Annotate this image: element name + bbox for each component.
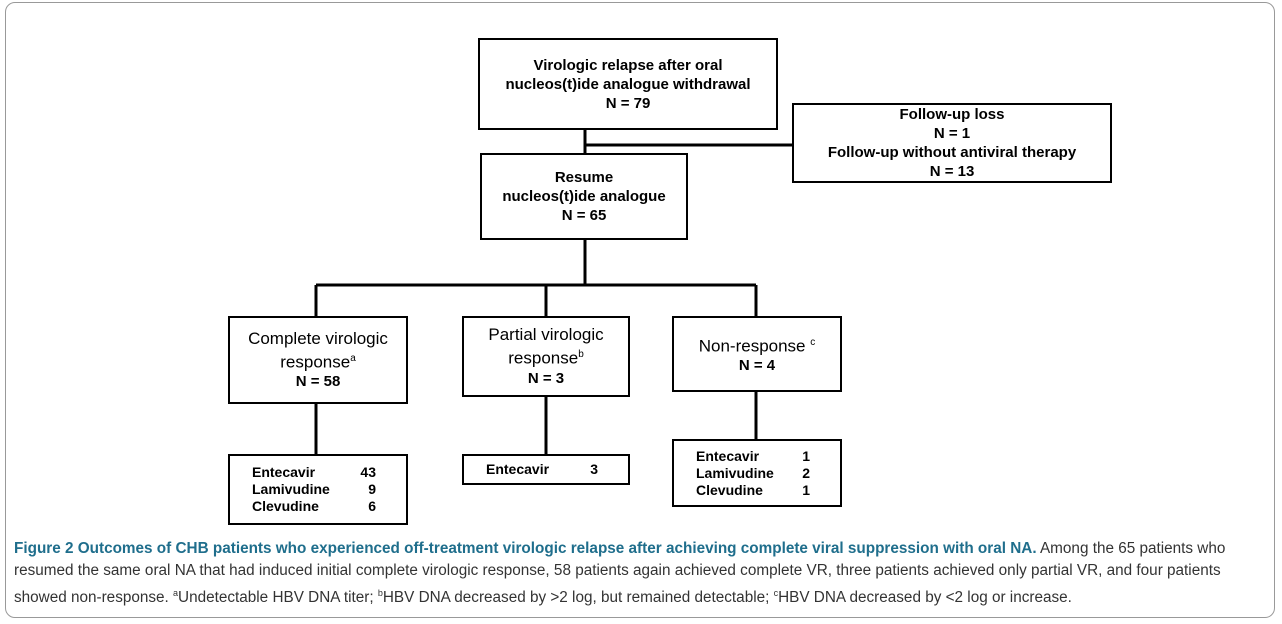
drug-name: Lamivudine [252,481,330,497]
drug-count: 1 [802,447,810,464]
footnote-mark: c [773,588,779,598]
box-text: N = 58 [295,373,341,391]
caption: Figure 2 Outcomes of CHB patients who ex… [14,538,1269,609]
non-response-box: Non-response c N = 4 [672,316,842,392]
box-text: Partial virologic [488,325,604,345]
footnote: Undetectable HBV DNA titer; [178,589,374,607]
box-text: response [280,352,351,372]
relapse-box: Virologic relapse after oral nucleos(t)i… [478,38,778,130]
footnote-mark: a [173,588,179,598]
drug-row: Entecavir 3 [464,461,628,478]
follow-up-box: Follow-up loss N = 1 Follow-up without a… [792,103,1112,183]
drug-table: Entecavir 43 Lamivudine 9 Clevudine 6 [228,454,408,525]
caption-title: Figure 2 Outcomes of CHB patients who ex… [14,540,1037,557]
drug-name: Lamivudine [696,464,774,481]
box-text: Virologic relapse after oral [533,56,723,74]
footnote-mark: c [810,336,816,348]
drug-row: Clevudine 1 [674,482,840,499]
box-text: Non-response [698,336,806,356]
footnote-mark: b [578,349,584,361]
drug-name: Clevudine [252,498,319,514]
figure-frame [5,2,1275,618]
drug-name: Clevudine [696,481,763,498]
drug-row: Lamivudine 2 [674,465,840,482]
drug-count: 2 [802,464,810,481]
drug-count: 43 [360,464,376,480]
drug-row: Entecavir 43 [230,464,406,481]
drug-name: Entecavir [486,461,550,477]
drug-count: 3 [590,461,598,477]
box-text: nucleos(t)ide analogue withdrawal [505,75,751,93]
drug-row: Entecavir 1 [674,448,840,465]
box-text: N = 65 [561,207,607,224]
footnote-mark: a [350,352,356,364]
box-text: Complete virologic [248,328,388,348]
complete-box: Complete virologic responsea N = 58 [228,316,408,404]
drug-name: Entecavir [252,464,316,480]
drug-count: 9 [368,481,376,497]
footnote: HBV DNA decreased by <2 log or increase. [778,589,1072,607]
caption-body: Among the 65 patients who resumed the sa… [14,540,1226,607]
box-text: N = 1 [933,125,971,142]
box-text: N = 79 [605,94,651,112]
box-text: Follow-up without antiviral therapy [827,144,1077,161]
box-text: N = 13 [929,163,975,180]
box-text: Follow-up loss [899,106,1005,123]
resume-box: Resume nucleos(t)ide analogue N = 65 [480,153,688,240]
drug-row: Clevudine 6 [230,498,406,515]
drug-count: 1 [802,481,810,498]
box-text: N = 3 [527,369,565,387]
drug-row: Lamivudine 9 [230,481,406,498]
box-text: nucleos(t)ide analogue [502,188,666,205]
box-text: Resume [554,169,614,186]
box-text: N = 4 [738,357,776,375]
drug-table: Entecavir 3 [462,454,630,485]
drug-count: 6 [368,498,376,514]
box-text: response [508,348,579,368]
footnote-mark: b [377,588,383,598]
footnote: HBV DNA decreased by >2 log, but remaine… [382,589,770,607]
drug-name: Entecavir [696,447,760,464]
drug-table: Entecavir 1 Lamivudine 2 Clevudine 1 [672,439,842,507]
partial-box: Partial virologic responseb N = 3 [462,316,630,397]
